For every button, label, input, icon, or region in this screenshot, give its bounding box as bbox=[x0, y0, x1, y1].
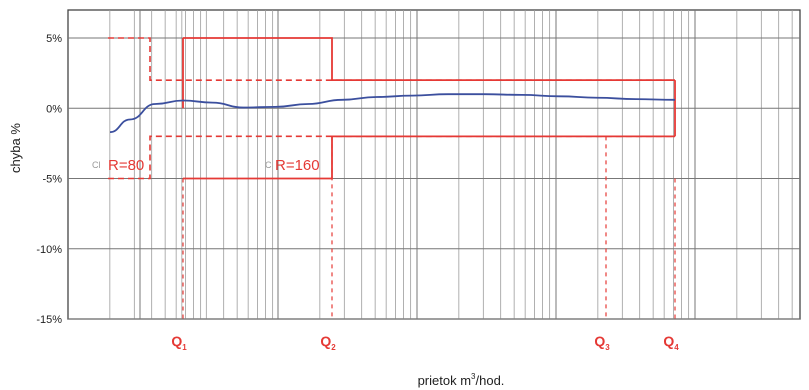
flow-point-label: Q4 bbox=[663, 333, 679, 352]
flow-point-label: Q1 bbox=[171, 333, 187, 352]
flow-point-labels: Q1 Q2 Q3 Q4 bbox=[171, 333, 679, 352]
flow-point-label: Q3 bbox=[594, 333, 610, 352]
y-axis-label: chyba % bbox=[8, 123, 23, 173]
flow-point-letter: Q bbox=[663, 333, 674, 349]
y-tick-label: 0% bbox=[46, 103, 62, 115]
flow-point-subscript: 2 bbox=[331, 343, 336, 352]
plot-frame bbox=[67, 9, 801, 320]
ratio-label: R=80 bbox=[108, 157, 144, 174]
flow-point-subscript: 1 bbox=[182, 343, 187, 352]
x-axis-label-main: prietok m bbox=[418, 373, 471, 388]
ratio-ghost-text: Cl bbox=[92, 160, 101, 170]
limit-upper-r160 bbox=[183, 37, 675, 82]
flow-point-letter: Q bbox=[320, 333, 331, 349]
limit-lower-r80 bbox=[108, 135, 675, 180]
y-tick-label: -5% bbox=[42, 174, 62, 186]
y-tick-label: 5% bbox=[46, 33, 62, 45]
grid bbox=[67, 9, 801, 320]
error-curve-line bbox=[109, 93, 676, 134]
flow-point-subscript: 3 bbox=[605, 343, 610, 352]
x-axis-label-sup: 3 bbox=[471, 372, 476, 381]
ratio-label: R=160 bbox=[275, 157, 320, 174]
tolerance-limits bbox=[108, 37, 676, 319]
y-axis-ticks: 5% 0% -5% -10% -15% bbox=[36, 33, 62, 326]
limit-upper-r80 bbox=[108, 37, 675, 81]
flow-point-label: Q2 bbox=[320, 333, 336, 352]
x-axis-label-rest: /hod. bbox=[476, 373, 505, 388]
x-axis-label: prietok m3/hod. bbox=[418, 372, 505, 388]
ratio-ghost-text: C bbox=[265, 160, 272, 170]
y-tick-label: -15% bbox=[36, 314, 62, 326]
flow-point-letter: Q bbox=[594, 333, 605, 349]
limit-lower-r160 bbox=[183, 135, 675, 180]
error-curve-series bbox=[109, 93, 676, 134]
ratio-labels: Cl R=80 C R=160 bbox=[92, 157, 320, 174]
flow-point-subscript: 4 bbox=[674, 343, 679, 352]
y-tick-label: -10% bbox=[36, 244, 62, 256]
flow-point-letter: Q bbox=[171, 333, 182, 349]
